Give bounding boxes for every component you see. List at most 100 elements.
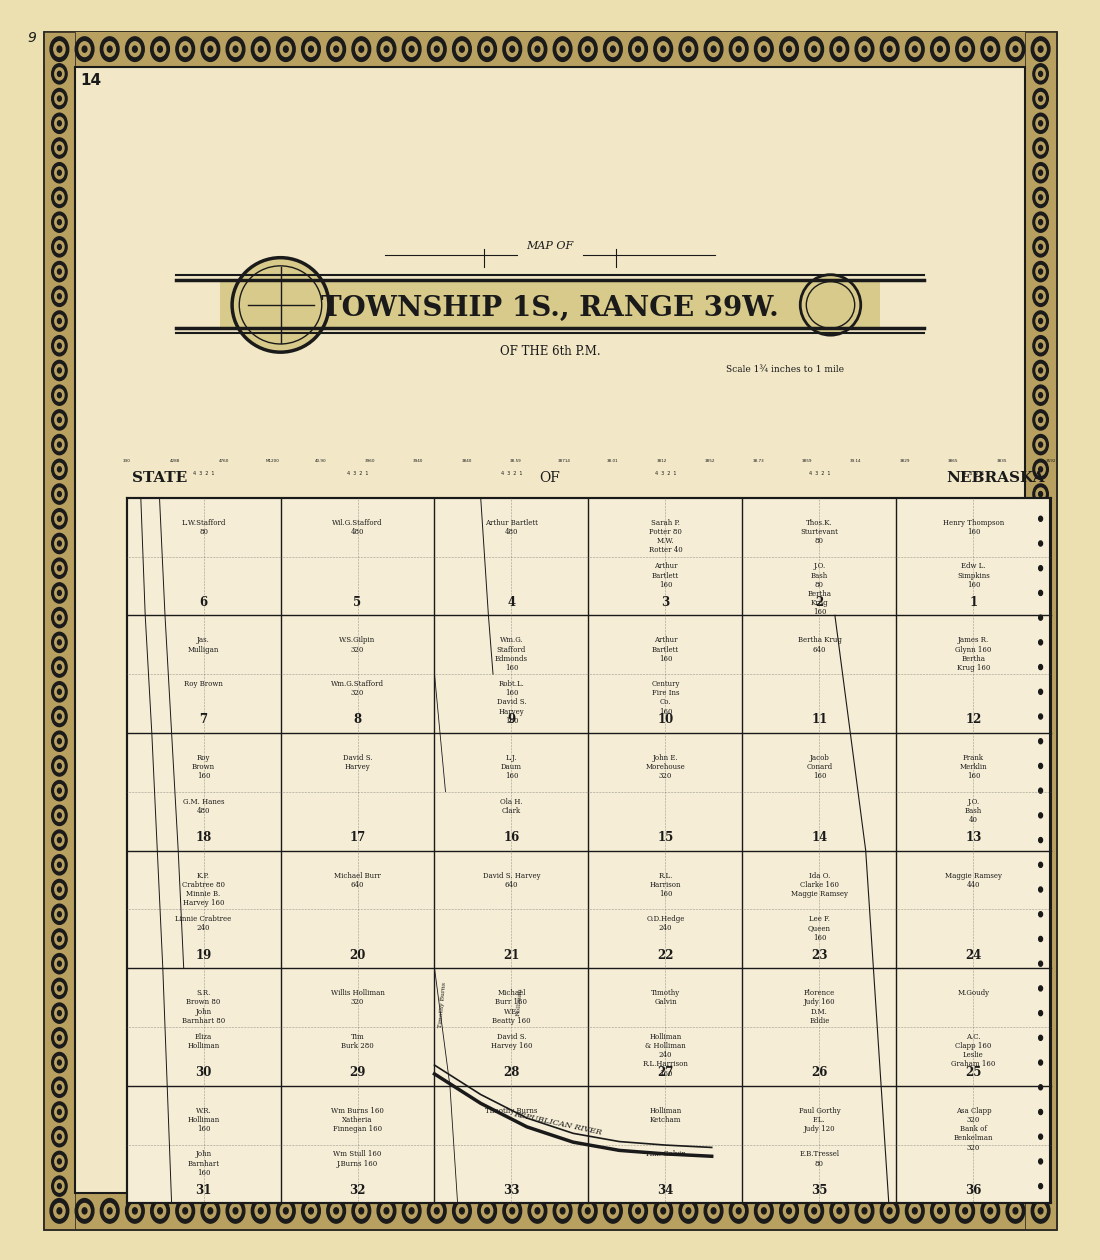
Ellipse shape <box>1038 985 1043 990</box>
Ellipse shape <box>1036 290 1045 302</box>
Ellipse shape <box>460 1208 464 1213</box>
Text: James R.
Glynn 160
Bertha
Krug 160: James R. Glynn 160 Bertha Krug 160 <box>955 636 992 672</box>
Text: 14: 14 <box>812 832 827 844</box>
Ellipse shape <box>1036 809 1045 822</box>
Ellipse shape <box>55 662 64 673</box>
Ellipse shape <box>377 1198 396 1223</box>
Ellipse shape <box>330 1203 342 1218</box>
Text: 9: 9 <box>28 32 36 45</box>
Ellipse shape <box>52 1077 67 1097</box>
Ellipse shape <box>460 47 464 52</box>
Ellipse shape <box>306 1203 317 1218</box>
Ellipse shape <box>704 37 723 62</box>
Ellipse shape <box>837 1208 842 1213</box>
Ellipse shape <box>531 42 543 57</box>
Ellipse shape <box>352 37 371 62</box>
Ellipse shape <box>1038 270 1043 275</box>
Ellipse shape <box>456 1203 468 1218</box>
Ellipse shape <box>55 809 64 822</box>
Ellipse shape <box>805 37 824 62</box>
Ellipse shape <box>409 1208 414 1213</box>
Ellipse shape <box>1038 664 1043 669</box>
Text: 35: 35 <box>812 1184 827 1197</box>
Ellipse shape <box>1036 883 1045 896</box>
Ellipse shape <box>653 1198 672 1223</box>
Ellipse shape <box>52 484 67 504</box>
Ellipse shape <box>1033 929 1048 949</box>
Ellipse shape <box>355 42 367 57</box>
Text: 11: 11 <box>812 713 827 727</box>
Ellipse shape <box>306 42 317 57</box>
Ellipse shape <box>79 42 90 57</box>
Ellipse shape <box>1036 785 1045 796</box>
Text: 3592: 3592 <box>1045 460 1056 464</box>
Ellipse shape <box>1038 541 1043 546</box>
Ellipse shape <box>57 1060 62 1065</box>
Text: STATE: STATE <box>132 471 187 485</box>
Bar <box>44 32 1056 67</box>
Ellipse shape <box>786 47 791 52</box>
Ellipse shape <box>57 145 62 150</box>
Ellipse shape <box>280 1203 292 1218</box>
Ellipse shape <box>1033 410 1048 430</box>
Ellipse shape <box>1038 862 1043 867</box>
Text: 38.73: 38.73 <box>752 460 764 464</box>
Ellipse shape <box>1038 838 1043 843</box>
Ellipse shape <box>607 1203 618 1218</box>
Ellipse shape <box>52 360 67 381</box>
Ellipse shape <box>452 1198 471 1223</box>
Text: Wm.G.
Stafford
Edmonds
160: Wm.G. Stafford Edmonds 160 <box>495 636 528 672</box>
Bar <box>44 32 75 1228</box>
Ellipse shape <box>52 682 67 702</box>
Ellipse shape <box>52 830 67 850</box>
Ellipse shape <box>82 47 87 52</box>
Ellipse shape <box>52 978 67 998</box>
Ellipse shape <box>560 47 565 52</box>
Text: 19: 19 <box>196 949 211 961</box>
Ellipse shape <box>52 262 67 282</box>
Bar <box>44 1193 1056 1228</box>
Ellipse shape <box>57 368 62 373</box>
Ellipse shape <box>931 37 949 62</box>
Ellipse shape <box>52 1003 67 1023</box>
Ellipse shape <box>55 908 64 920</box>
Text: G.M. Hanes
480: G.M. Hanes 480 <box>183 798 224 815</box>
Text: 27: 27 <box>658 1066 673 1080</box>
Ellipse shape <box>1038 442 1043 447</box>
Ellipse shape <box>205 1203 216 1218</box>
Text: Frank
Merklin
160: Frank Merklin 160 <box>959 753 988 780</box>
Ellipse shape <box>582 42 593 57</box>
Ellipse shape <box>57 1183 62 1188</box>
Ellipse shape <box>1038 1183 1043 1188</box>
Text: 22: 22 <box>658 949 673 961</box>
Ellipse shape <box>428 37 447 62</box>
Ellipse shape <box>255 42 266 57</box>
Ellipse shape <box>1038 121 1043 126</box>
Text: Jas.
Mulligan: Jas. Mulligan <box>188 636 219 654</box>
Text: 16: 16 <box>504 832 519 844</box>
Ellipse shape <box>1033 1028 1048 1048</box>
Ellipse shape <box>258 1208 263 1213</box>
Ellipse shape <box>1033 163 1048 183</box>
Ellipse shape <box>276 37 295 62</box>
Ellipse shape <box>57 47 62 52</box>
Text: Century
Fire Ins
Co.
160: Century Fire Ins Co. 160 <box>651 680 680 716</box>
Ellipse shape <box>683 1203 694 1218</box>
Text: Maggie Ramsey
440: Maggie Ramsey 440 <box>945 872 1002 888</box>
Ellipse shape <box>1033 311 1048 331</box>
Ellipse shape <box>52 756 67 776</box>
Ellipse shape <box>910 42 921 57</box>
Ellipse shape <box>1033 1152 1048 1172</box>
Ellipse shape <box>1006 37 1025 62</box>
Ellipse shape <box>52 1176 67 1196</box>
Text: 330: 330 <box>122 460 131 464</box>
Text: 38714: 38714 <box>558 460 571 464</box>
Ellipse shape <box>55 1155 64 1168</box>
Ellipse shape <box>658 42 669 57</box>
Ellipse shape <box>55 760 64 772</box>
Ellipse shape <box>55 92 64 105</box>
Ellipse shape <box>535 47 540 52</box>
Text: 4  3  2  1: 4 3 2 1 <box>192 471 215 476</box>
Ellipse shape <box>1038 393 1043 398</box>
Ellipse shape <box>1036 587 1045 598</box>
